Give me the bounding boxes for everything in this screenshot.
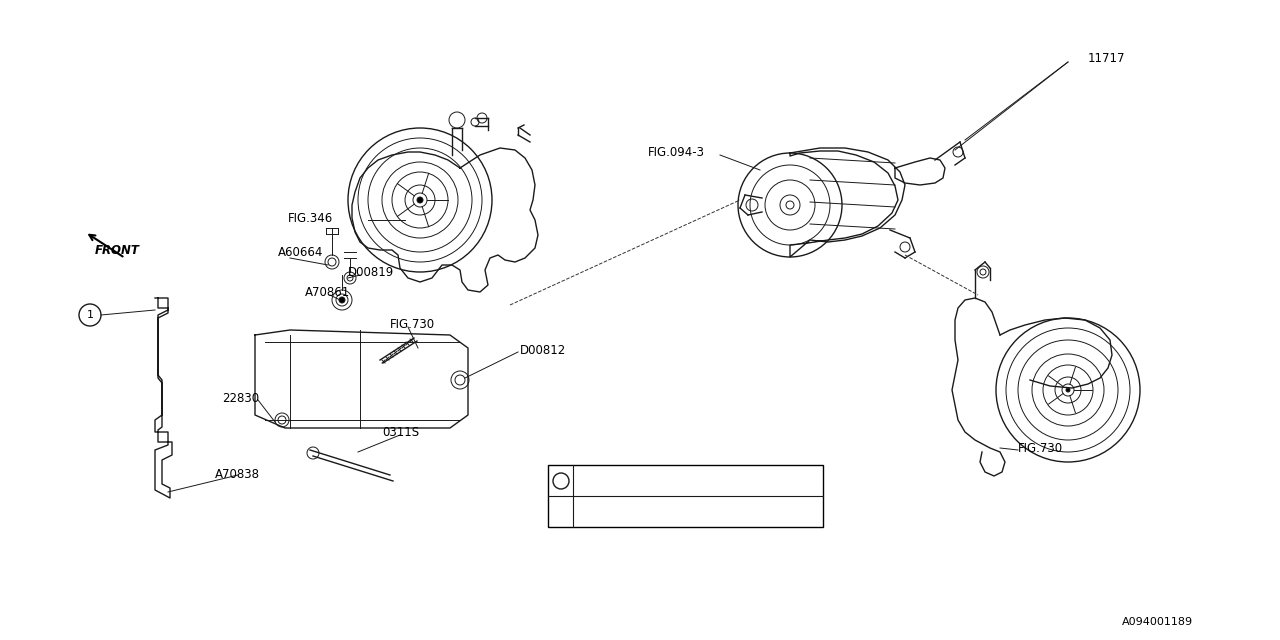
Text: FIG.730: FIG.730 [390, 319, 435, 332]
Text: 0311S: 0311S [381, 426, 419, 438]
Text: FIG.346: FIG.346 [288, 211, 333, 225]
Circle shape [339, 297, 346, 303]
Text: 1: 1 [558, 476, 564, 486]
Text: 11717: 11717 [1088, 51, 1125, 65]
Text: K21830 〈 -'05MY0503〉: K21830 〈 -'05MY0503〉 [580, 476, 708, 486]
Text: D00812: D00812 [520, 344, 566, 356]
Bar [548, 465, 823, 527]
Text: A70838: A70838 [215, 468, 260, 481]
Text: FIG.094-3: FIG.094-3 [648, 145, 705, 159]
Text: A60664: A60664 [278, 246, 324, 259]
Text: FIG.730: FIG.730 [1018, 442, 1064, 454]
Text: K21842 ('06MY0501- ): K21842 ('06MY0501- ) [580, 506, 704, 516]
Circle shape [1066, 388, 1070, 392]
Text: 22830: 22830 [221, 392, 259, 404]
Text: D00819: D00819 [348, 266, 394, 278]
Text: A70861: A70861 [305, 287, 351, 300]
Circle shape [417, 197, 422, 203]
Text: A094001189: A094001189 [1123, 617, 1193, 627]
Text: 1: 1 [87, 310, 93, 320]
Text: FRONT: FRONT [95, 243, 140, 257]
